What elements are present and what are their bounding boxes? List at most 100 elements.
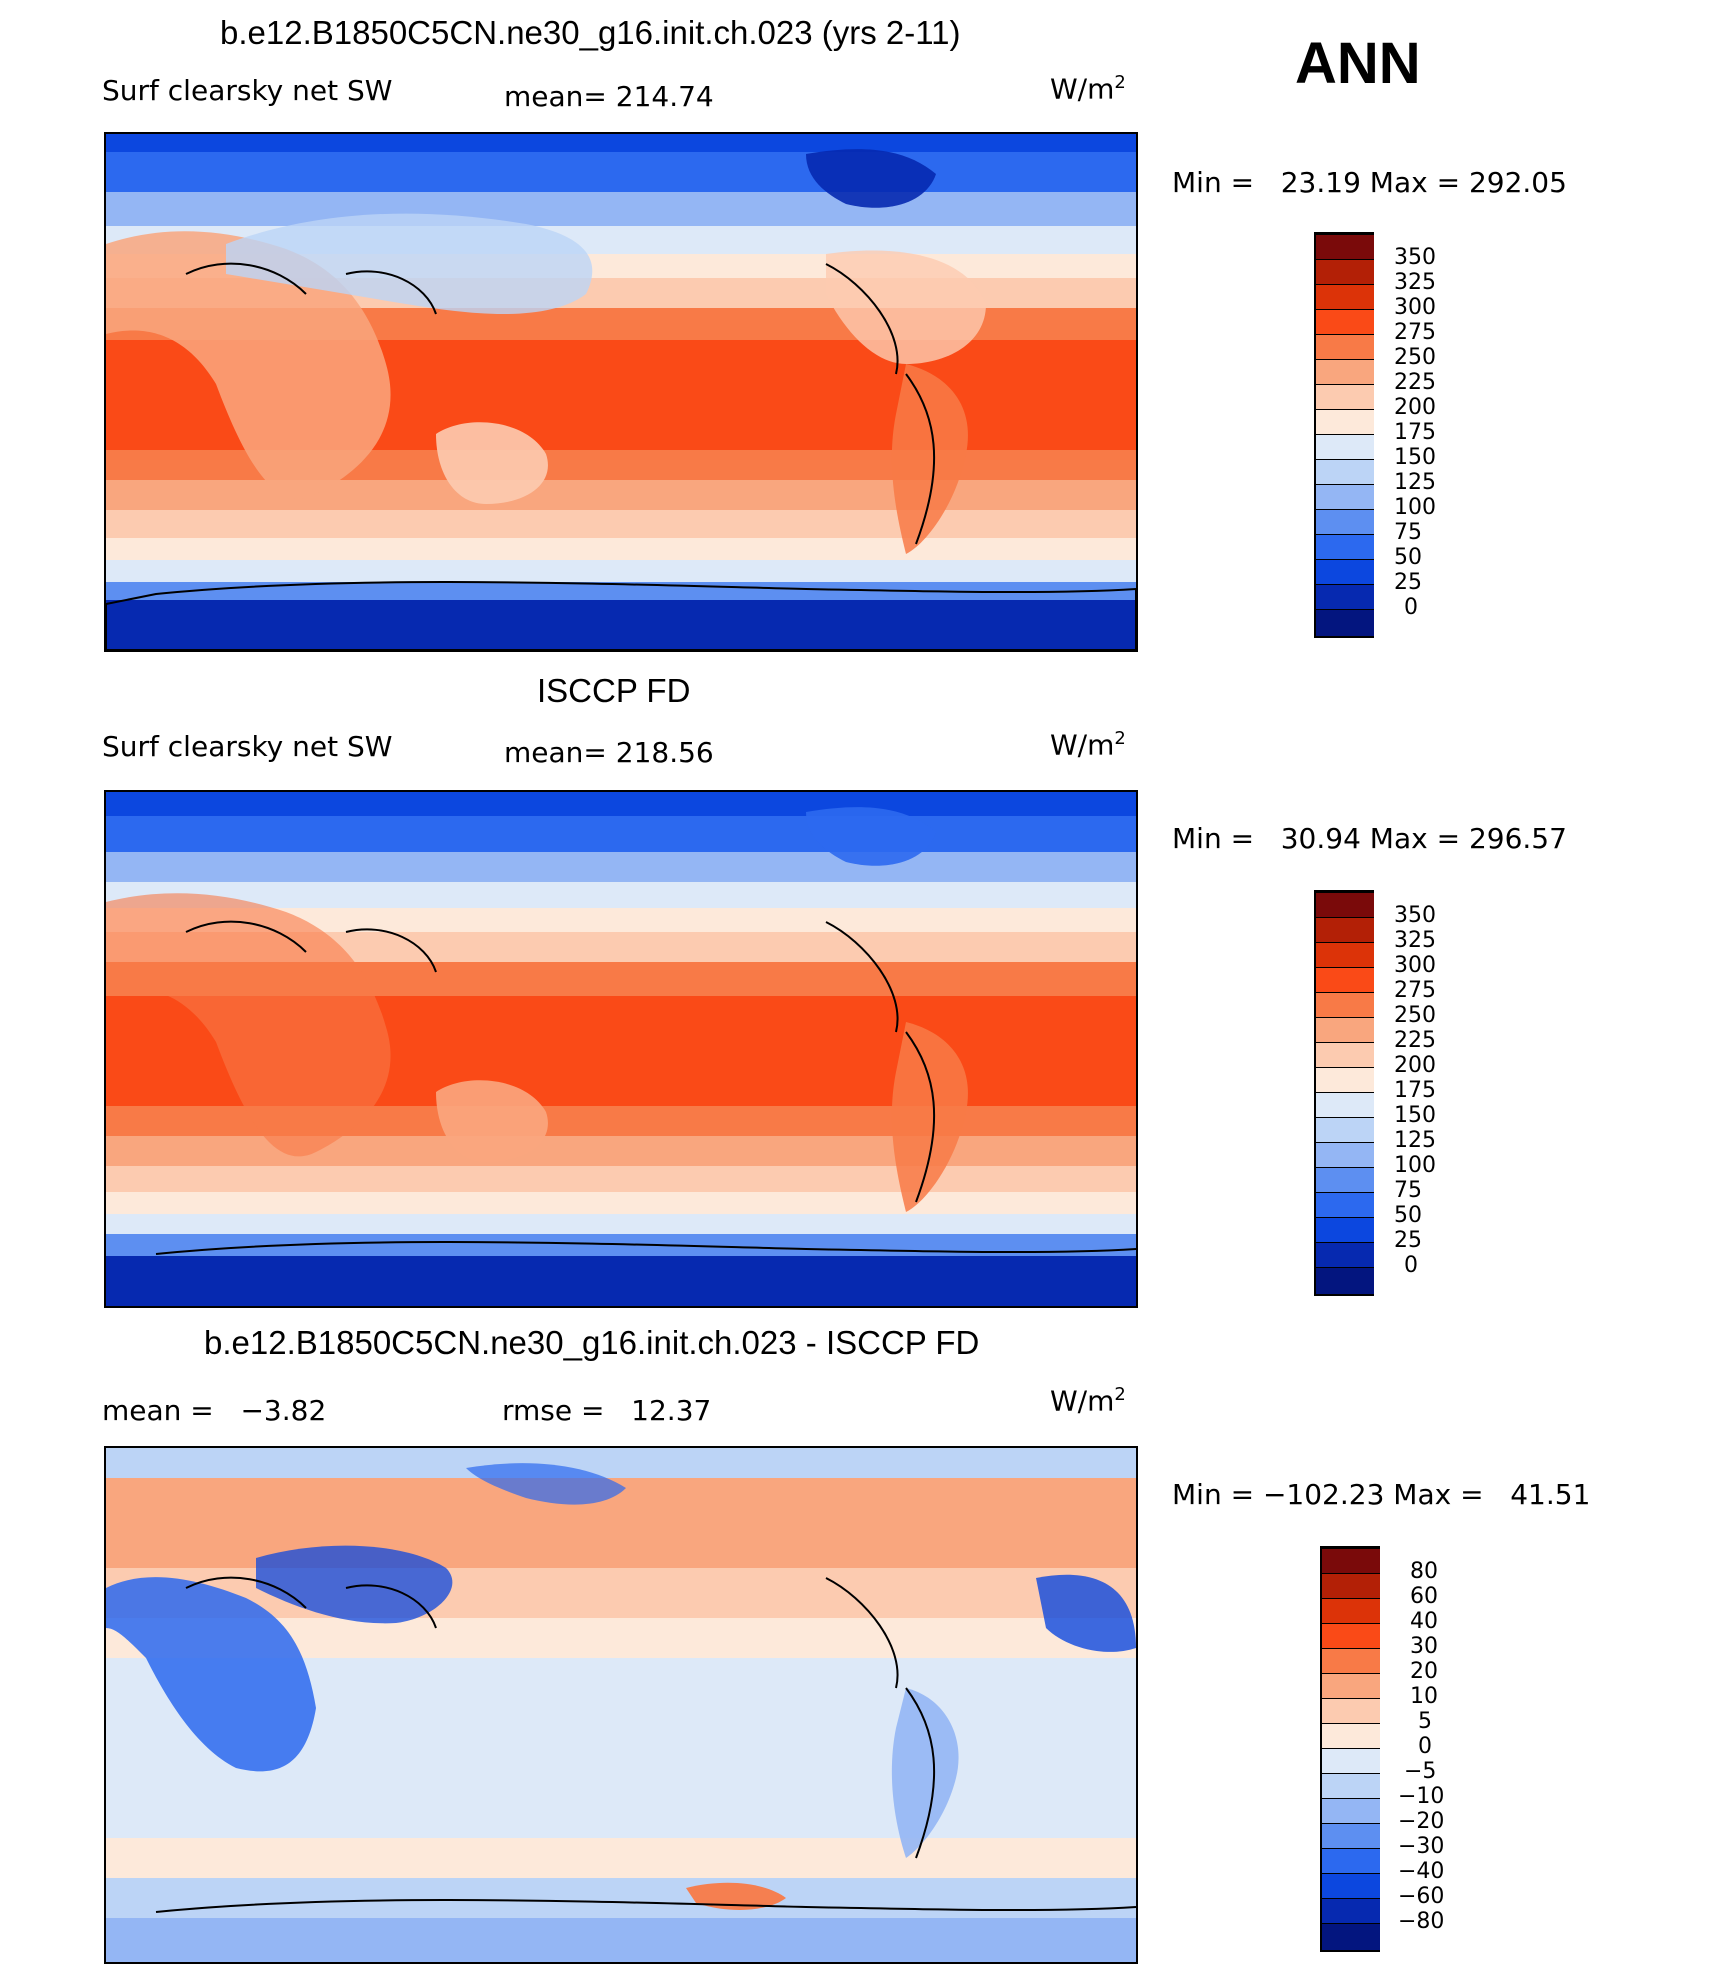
cbar2-cell [1316,892,1374,917]
cbar2-cell [1316,1217,1374,1242]
cbar2-tick: 50 [1394,1203,1422,1228]
cbar1-cell [1316,359,1374,384]
cbar2-tick: 100 [1394,1153,1436,1178]
cbar2-cell [1316,967,1374,992]
cbar2-tick: 0 [1404,1253,1418,1278]
panel3-units: W/m2 [1050,1384,1126,1418]
cbar2-cell [1316,1042,1374,1067]
panel3-rmse-label: rmse = 12.37 [502,1394,712,1427]
cbar1-cell [1316,584,1374,609]
cbar3-tick: 60 [1410,1584,1438,1609]
cbar1-cell [1316,334,1374,359]
cbar2-tick: 75 [1394,1178,1422,1203]
cbar3-cell [1322,1748,1380,1773]
panel1-title: b.e12.B1850C5CN.ne30_g16.init.ch.023 (yr… [220,14,961,51]
cbar3-cell [1322,1598,1380,1623]
panel2-colorbar [1314,890,1374,1296]
cbar3-cell [1322,1623,1380,1648]
panel1-colorbar [1314,232,1374,638]
cbar3-tick: 0 [1418,1734,1432,1759]
cbar2-tick: 350 [1394,903,1436,928]
cbar2-tick: 175 [1394,1078,1436,1103]
panel3-mean-label: mean = −3.82 [102,1394,327,1427]
panel2-map [104,790,1138,1308]
cbar2-tick: 150 [1394,1103,1436,1128]
cbar1-cell [1316,459,1374,484]
cbar1-tick: 0 [1404,595,1418,620]
cbar1-cell [1316,309,1374,334]
cbar3-cell [1322,1573,1380,1598]
panel1-minmax: Min = 23.19 Max = 292.05 [1172,166,1567,199]
cbar3-tick: 40 [1410,1609,1438,1634]
cbar2-cell [1316,942,1374,967]
cbar2-cell [1316,1117,1374,1142]
cbar2-cell [1316,1267,1374,1294]
cbar2-tick: 275 [1394,978,1436,1003]
cbar1-tick: 325 [1394,270,1436,295]
cbar2-tick: 25 [1394,1228,1422,1253]
cbar3-cell [1322,1773,1380,1798]
cbar2-cell [1316,917,1374,942]
cbar3-tick: −20 [1398,1809,1445,1834]
panel2-units: W/m2 [1050,728,1126,762]
cbar1-cell [1316,384,1374,409]
cbar3-cell [1322,1823,1380,1848]
cbar3-cell [1322,1698,1380,1723]
cbar1-tick: 175 [1394,420,1436,445]
cbar3-tick: 30 [1410,1634,1438,1659]
cbar3-tick: −5 [1404,1759,1437,1784]
cbar1-tick: 350 [1394,245,1436,270]
cbar1-cell [1316,534,1374,559]
cbar1-tick: 100 [1394,495,1436,520]
cbar3-tick: −40 [1398,1859,1445,1884]
cbar1-cell [1316,409,1374,434]
cbar1-tick: 50 [1394,545,1422,570]
cbar2-tick: 250 [1394,1003,1436,1028]
cbar1-tick: 225 [1394,370,1436,395]
cbar1-tick: 200 [1394,395,1436,420]
cbar2-cell [1316,1017,1374,1042]
panel1-variable-label: Surf clearsky net SW [102,74,393,107]
panel3-map [104,1446,1138,1964]
cbar2-cell [1316,1242,1374,1267]
cbar2-cell [1316,1167,1374,1192]
cbar2-cell [1316,1067,1374,1092]
cbar1-cell [1316,259,1374,284]
cbar3-tick: −60 [1398,1884,1445,1909]
cbar1-tick: 75 [1394,520,1422,545]
panel2-mean-label: mean= 218.56 [504,736,714,769]
cbar1-tick: 150 [1394,445,1436,470]
cbar1-cell [1316,434,1374,459]
cbar2-cell [1316,992,1374,1017]
cbar1-tick: 250 [1394,345,1436,370]
panel3-title: b.e12.B1850C5CN.ne30_g16.init.ch.023 - I… [204,1324,980,1361]
cbar3-tick: 10 [1410,1684,1438,1709]
cbar3-cell [1322,1923,1380,1950]
cbar2-tick: 225 [1394,1028,1436,1053]
cbar3-tick: −80 [1398,1909,1445,1934]
panel3-minmax: Min = −102.23 Max = 41.51 [1172,1478,1591,1511]
panel3-map-svg [106,1448,1136,1962]
cbar3-tick: 80 [1410,1559,1438,1584]
cbar1-tick: 275 [1394,320,1436,345]
panel2-variable-label: Surf clearsky net SW [102,730,393,763]
cbar1-tick: 300 [1394,295,1436,320]
cbar3-tick: 5 [1418,1709,1432,1734]
cbar1-cell [1316,234,1374,259]
panel2-minmax: Min = 30.94 Max = 296.57 [1172,822,1567,855]
cbar2-tick: 325 [1394,928,1436,953]
cbar2-cell [1316,1092,1374,1117]
cbar3-cell [1322,1723,1380,1748]
cbar3-cell [1322,1798,1380,1823]
cbar3-tick: −10 [1398,1784,1445,1809]
cbar2-cell [1316,1142,1374,1167]
cbar1-cell [1316,509,1374,534]
cbar2-tick: 200 [1394,1053,1436,1078]
panel1-map-svg [106,134,1136,650]
panel2-map-svg [106,792,1136,1306]
cbar3-cell [1322,1673,1380,1698]
cbar1-cell [1316,284,1374,309]
cbar3-cell [1322,1848,1380,1873]
cbar3-cell [1322,1548,1380,1573]
panel1-mean-label: mean= 214.74 [504,80,714,113]
